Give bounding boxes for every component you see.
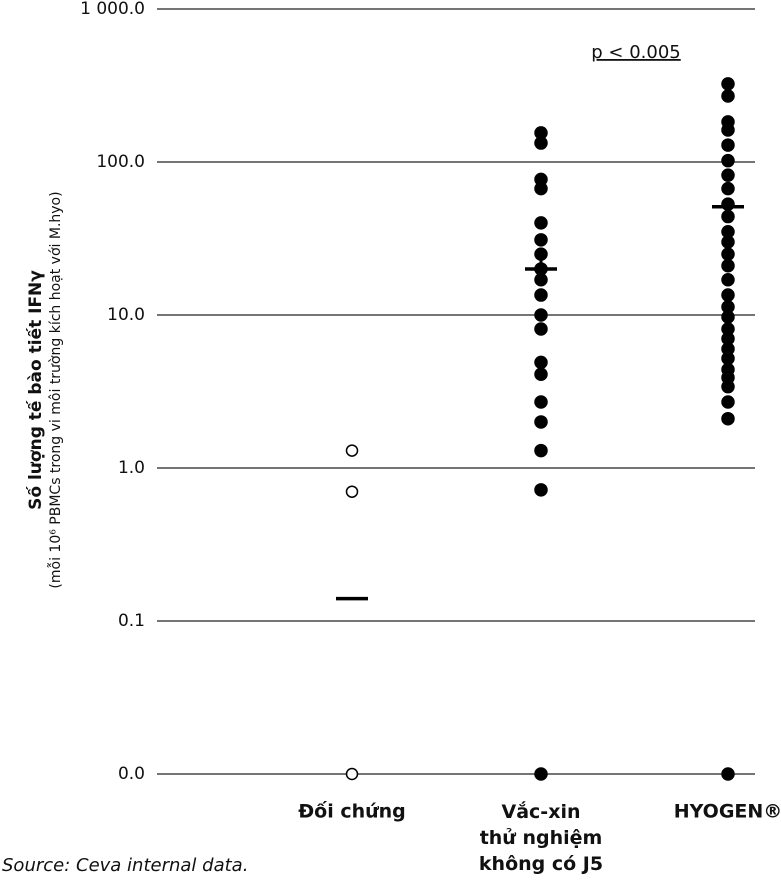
data-point — [721, 767, 735, 781]
data-point — [534, 308, 548, 322]
data-point — [721, 411, 735, 426]
y-tick-label: 100.0 — [96, 152, 145, 172]
y-axis-title: Số lượng tế bào tiết IFNγ — [25, 270, 46, 510]
data-point — [534, 247, 548, 261]
x-tick-label: Đối chứng — [298, 800, 406, 823]
data-point — [721, 138, 735, 152]
data-point — [721, 258, 735, 273]
data-point — [345, 444, 359, 457]
data-point — [721, 153, 735, 168]
data-point — [345, 767, 359, 781]
data-point — [721, 89, 735, 103]
data-point — [534, 443, 548, 458]
data-point — [534, 181, 548, 196]
y-tick-label: 0.1 — [118, 611, 145, 631]
data-point — [721, 247, 735, 261]
y-tick-label: 1 000.0 — [80, 0, 145, 19]
data-point — [534, 415, 548, 429]
data-point — [721, 235, 735, 249]
y-tick-label: 0.0 — [118, 764, 145, 784]
data-point — [534, 322, 548, 336]
data-point — [534, 395, 548, 409]
x-tick-label: HYOGEN® — [674, 801, 781, 823]
data-point — [721, 379, 735, 394]
data-point — [534, 233, 548, 247]
data-point — [534, 767, 548, 781]
data-point — [721, 272, 735, 287]
y-axis-subtitle: (mỗi 10⁶ PBMCs trong vi môi trường kích … — [47, 191, 64, 588]
data-point — [534, 216, 548, 230]
data-point — [721, 168, 735, 182]
source: Source: Ceva internal data. — [2, 855, 248, 876]
data-point — [721, 351, 735, 366]
x-tick-label: Vắc-xin thử nghiệm không có J5 — [479, 800, 603, 875]
data-point — [721, 123, 735, 137]
data-point — [534, 136, 548, 150]
data-point — [345, 485, 359, 498]
data-point — [721, 395, 735, 409]
y-tick-label: 1.0 — [118, 458, 145, 478]
data-point — [721, 288, 735, 302]
data-point — [534, 483, 548, 497]
data-point — [721, 181, 735, 196]
data-point — [534, 355, 548, 370]
data-point — [534, 367, 548, 381]
y-tick-label: 10.0 — [107, 305, 145, 325]
annotation: p < 0.005 — [591, 42, 680, 63]
data-point — [721, 77, 735, 91]
data-point — [534, 288, 548, 302]
data-point — [721, 310, 735, 324]
